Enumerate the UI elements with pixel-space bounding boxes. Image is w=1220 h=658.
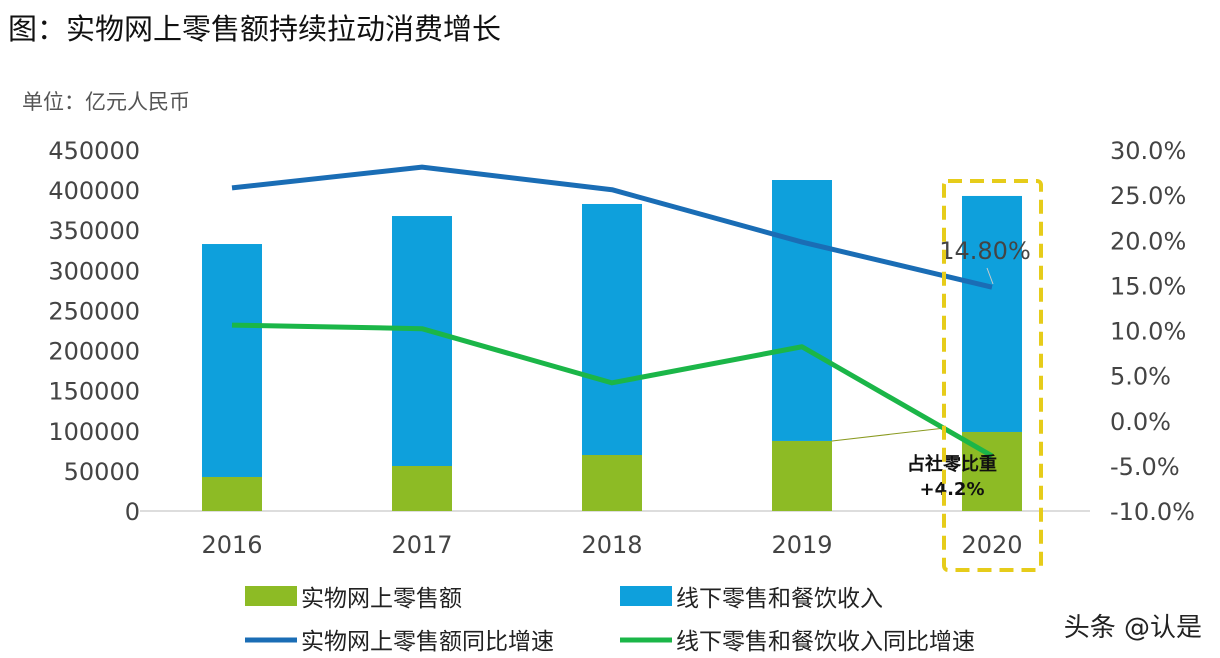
left-tick-label: 450000 [48, 137, 140, 165]
figure-title: 图：实物网上零售额持续拉动消费增长 [8, 12, 502, 46]
right-tick-label: 0.0% [1110, 408, 1171, 436]
line-series [231, 322, 994, 459]
bar-2016 [202, 476, 262, 511]
right-tick-label: 15.0% [1110, 272, 1186, 300]
right-tick-label: 5.0% [1110, 363, 1171, 391]
line-data-label: 14.80% [939, 237, 1031, 265]
share-connector-line [831, 427, 946, 442]
highlight-box-2020 [942, 179, 1043, 572]
unit-label: 单位：亿元人民币 [22, 90, 190, 114]
right-tick-label: 25.0% [1110, 182, 1186, 210]
right-tick-label: 20.0% [1110, 227, 1186, 255]
left-tick-label: 300000 [48, 257, 140, 285]
label-leader-line [986, 267, 994, 285]
right-tick-label: -5.0% [1110, 453, 1180, 481]
legend-label: 实物网上零售额同比增速 [301, 629, 554, 655]
bar-2017 [392, 216, 452, 466]
bar-2020 [962, 195, 1022, 432]
line-series [231, 164, 993, 290]
legend-swatch [245, 586, 297, 606]
left-tick-label: 150000 [48, 378, 140, 406]
x-tick-label: 2016 [201, 531, 262, 559]
x-tick-label: 2017 [391, 531, 452, 559]
bar-2019 [772, 440, 832, 511]
watermark: 头条 @认是 [1063, 613, 1202, 643]
left-tick-label: 100000 [48, 418, 140, 446]
x-tick-label: 2019 [771, 531, 832, 559]
bar-2017 [392, 465, 452, 511]
legend-swatch [620, 586, 672, 606]
x-tick-label: 2018 [581, 531, 642, 559]
bar-2016 [202, 244, 262, 477]
left-tick-label: 250000 [48, 297, 140, 325]
bar-2018 [582, 455, 642, 511]
x-tick-label: 2020 [961, 531, 1022, 559]
left-tick-label: 0 [125, 498, 140, 526]
legend-label: 线下零售和餐饮收入 [676, 586, 883, 612]
left-tick-label: 200000 [48, 338, 140, 366]
share-annotation: +4.2% [919, 479, 984, 500]
bar-2018 [582, 203, 642, 456]
right-tick-label: 10.0% [1110, 318, 1186, 346]
left-tick-label: 400000 [48, 177, 140, 205]
right-tick-label: 30.0% [1110, 137, 1186, 165]
left-tick-label: 50000 [64, 458, 140, 486]
legend-label: 线下零售和餐饮收入同比增速 [676, 629, 975, 655]
right-tick-label: -10.0% [1110, 498, 1195, 526]
share-annotation: 占社零比重 [907, 453, 997, 475]
left-tick-label: 350000 [48, 217, 140, 245]
bar-2019 [772, 180, 832, 441]
legend-label: 实物网上零售额 [301, 586, 462, 612]
